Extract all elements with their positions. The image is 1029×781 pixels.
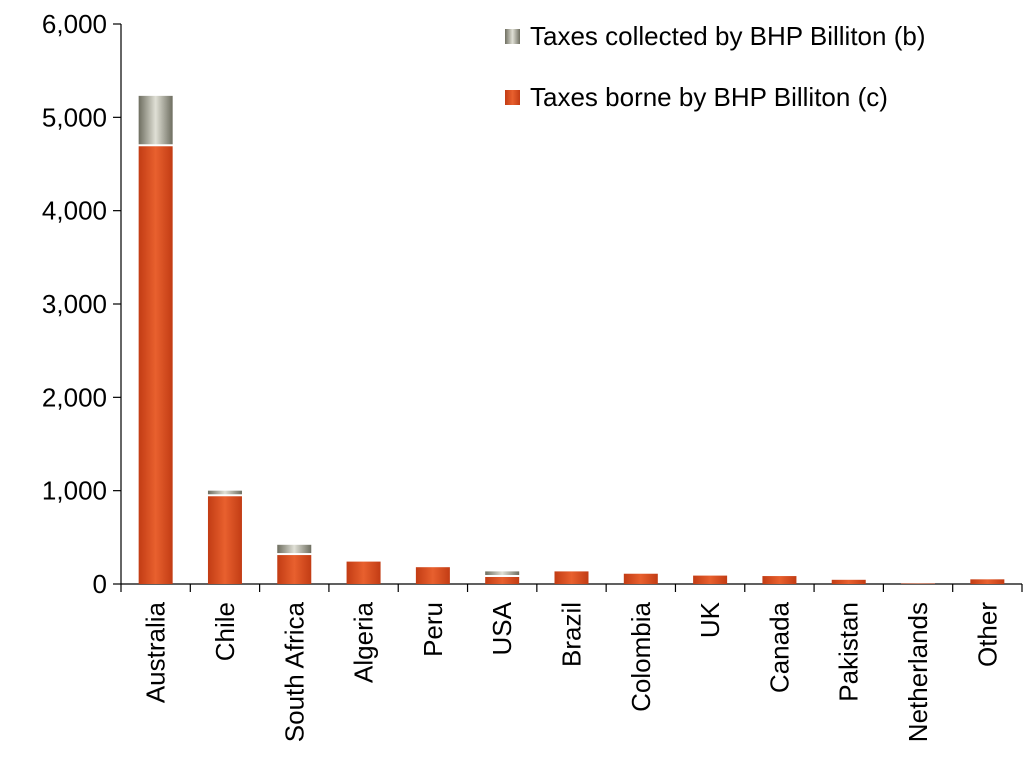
category-label: UK [695,601,725,638]
y-tick-label: 1,000 [42,476,107,506]
category-label: Other [972,602,1002,667]
category-label: Chile [210,602,240,661]
category-label: USA [487,601,517,655]
bar-taxes-borne-colombia [624,574,658,584]
bar-taxes-borne-south-africa [277,555,311,584]
category-label: South Africa [279,601,309,742]
axes: 0 1,000 2,000 3,000 4,000 5,000 6,000 Australia… [42,9,1022,742]
bar-taxes-borne-canada [762,576,796,584]
category-label: Colombia [626,601,656,711]
bar-taxes-collected-south-africa [277,545,311,553]
bar-taxes-borne-australia [139,146,173,584]
bars [139,96,1005,584]
bar-taxes-collected-australia [139,96,173,144]
bar-taxes-borne-chile [208,496,242,584]
bar-taxes-collected-usa [485,571,519,575]
y-tick-label: 6,000 [42,9,107,39]
category-label: Algeria [349,601,379,682]
legend-swatch [505,29,520,44]
bar-taxes-borne-peru [416,567,450,584]
bar-taxes-borne-brazil [555,571,589,584]
bar-taxes-borne-algeria [347,562,381,584]
y-tick-label: 2,000 [42,382,107,412]
bar-taxes-collected-chile [208,491,242,495]
category-label: Australia [141,601,171,703]
legend: Taxes collected by BHP Billiton (b) Taxes… [505,21,925,112]
category-label: Netherlands [903,602,933,742]
y-tick-label: 0 [93,569,107,599]
legend-label: Taxes collected by BHP Billiton (b) [530,21,925,51]
bar-taxes-borne-uk [693,576,727,584]
y-tick-label: 3,000 [42,289,107,319]
legend-swatch [505,90,520,105]
bar-taxes-borne-pakistan [832,580,866,584]
y-tick-label: 5,000 [42,102,107,132]
y-tick-label: 4,000 [42,196,107,226]
category-label: Peru [418,602,448,657]
bar-taxes-borne-usa [485,577,519,584]
bar-taxes-borne-other [970,579,1004,584]
category-label: Pakistan [834,602,864,702]
category-label: Brazil [557,602,587,667]
category-label: Canada [764,601,794,693]
legend-label: Taxes borne by BHP Billiton (c) [530,82,888,112]
